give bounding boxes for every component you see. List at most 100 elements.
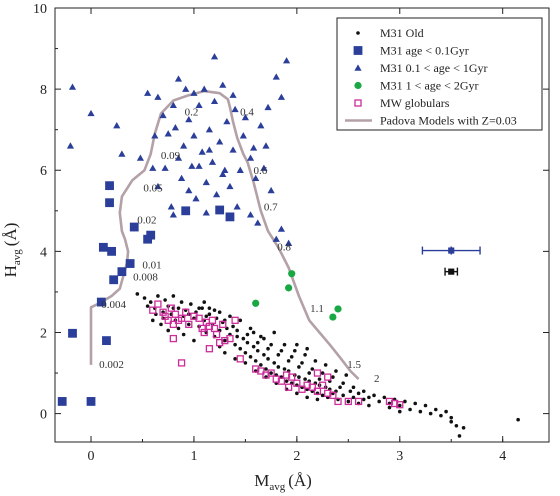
legend-label-old: M31 Old bbox=[380, 26, 424, 40]
point-old bbox=[202, 300, 207, 304]
x-axis-title: Mavg (Å) bbox=[254, 471, 312, 493]
point-old bbox=[217, 310, 222, 315]
point-young bbox=[109, 275, 119, 285]
point-old bbox=[367, 395, 371, 400]
point-old bbox=[282, 367, 287, 371]
legend-label-inter: M31 0.1 < age < 1Gyr bbox=[380, 61, 488, 75]
point-inter bbox=[257, 122, 265, 129]
point-old bbox=[176, 326, 181, 331]
model-label: 0.2 bbox=[185, 106, 199, 118]
point-old bbox=[145, 304, 150, 308]
point-old bbox=[279, 348, 284, 353]
point-inter bbox=[180, 142, 188, 149]
point-inter bbox=[136, 154, 145, 161]
point-old bbox=[449, 415, 454, 420]
point-old bbox=[305, 346, 309, 351]
model-label: 0.01 bbox=[142, 259, 161, 271]
point-inter bbox=[229, 146, 237, 153]
point-mw bbox=[177, 314, 186, 322]
point-old bbox=[295, 391, 299, 396]
point-old bbox=[179, 300, 184, 304]
point-old bbox=[233, 357, 237, 361]
point-old bbox=[295, 342, 299, 347]
point-inter bbox=[231, 105, 239, 113]
point-old bbox=[233, 342, 237, 347]
point-inter bbox=[113, 122, 121, 129]
point-inter bbox=[167, 203, 175, 210]
point-old bbox=[269, 371, 273, 375]
model-label: 0.8 bbox=[277, 241, 291, 253]
point-inter bbox=[171, 124, 180, 131]
point-mw bbox=[313, 387, 322, 395]
point-inter bbox=[185, 115, 193, 123]
point-inter bbox=[277, 93, 286, 100]
point-old bbox=[377, 399, 381, 404]
point-inter bbox=[229, 91, 237, 98]
point-inter bbox=[192, 195, 200, 202]
point-old bbox=[367, 403, 371, 408]
point-mw bbox=[208, 316, 217, 324]
point-mw bbox=[284, 383, 293, 391]
point-mw bbox=[396, 401, 404, 409]
point-old bbox=[207, 306, 212, 310]
point-old bbox=[186, 322, 191, 327]
y-axis-title-main: H bbox=[1, 265, 20, 277]
point-old bbox=[171, 294, 176, 298]
point-inter bbox=[161, 164, 169, 171]
point-mw bbox=[177, 359, 186, 367]
point-old bbox=[413, 401, 418, 406]
point-inter bbox=[66, 142, 75, 149]
point-inter bbox=[272, 235, 280, 242]
point-old bbox=[181, 332, 186, 337]
point-old bbox=[163, 298, 167, 302]
point-old bbox=[310, 367, 315, 371]
point-old bbox=[235, 328, 239, 333]
point-inter bbox=[226, 182, 234, 190]
point-inter bbox=[177, 174, 186, 182]
point-inter bbox=[144, 89, 152, 96]
point-mw bbox=[190, 312, 198, 320]
point-mw bbox=[313, 369, 322, 377]
point-old bbox=[351, 395, 356, 400]
point-inter bbox=[260, 164, 268, 171]
point-old bbox=[264, 367, 268, 371]
point-mw bbox=[272, 375, 280, 383]
point-old bbox=[204, 314, 209, 319]
point-inter bbox=[190, 89, 198, 96]
point-old bbox=[457, 434, 462, 438]
x-tick-label: 1 bbox=[190, 449, 197, 464]
point-mid bbox=[334, 305, 342, 313]
point-inter bbox=[190, 132, 198, 139]
point-mw bbox=[308, 383, 316, 391]
point-inter bbox=[236, 166, 244, 173]
point-old bbox=[428, 411, 433, 416]
axis-ticks: 0 1 2 3 4 0 2 4 6 8 10 bbox=[33, 2, 549, 464]
point-mw bbox=[198, 324, 206, 333]
point-old bbox=[238, 346, 243, 351]
point-old bbox=[361, 397, 366, 402]
point-old bbox=[156, 294, 160, 298]
point-inter bbox=[267, 186, 275, 194]
point-mw bbox=[167, 304, 175, 312]
y-axis-title-sub: avg bbox=[11, 249, 23, 265]
legend-label-mid: M31 1 < age < 2Gyr bbox=[380, 79, 479, 93]
point-mw bbox=[282, 371, 291, 379]
point-old bbox=[253, 359, 258, 363]
point-mw bbox=[354, 397, 363, 406]
model-label: 2 bbox=[374, 373, 380, 385]
point-mw bbox=[169, 320, 178, 329]
point-inter bbox=[202, 209, 210, 216]
point-mw bbox=[149, 306, 157, 314]
point-mw bbox=[334, 397, 342, 406]
point-old bbox=[189, 302, 193, 306]
point-old bbox=[300, 361, 304, 365]
point-mid bbox=[288, 270, 296, 278]
point-old bbox=[307, 371, 312, 375]
legend-label-model: Padova Models with Z=0.03 bbox=[380, 114, 517, 128]
point-young bbox=[98, 242, 108, 252]
point-mw bbox=[169, 334, 178, 343]
point-young bbox=[105, 198, 114, 208]
point-inter bbox=[182, 85, 190, 92]
x-axis-title-sub: avg bbox=[269, 481, 285, 493]
legend-marker-old bbox=[356, 31, 360, 35]
